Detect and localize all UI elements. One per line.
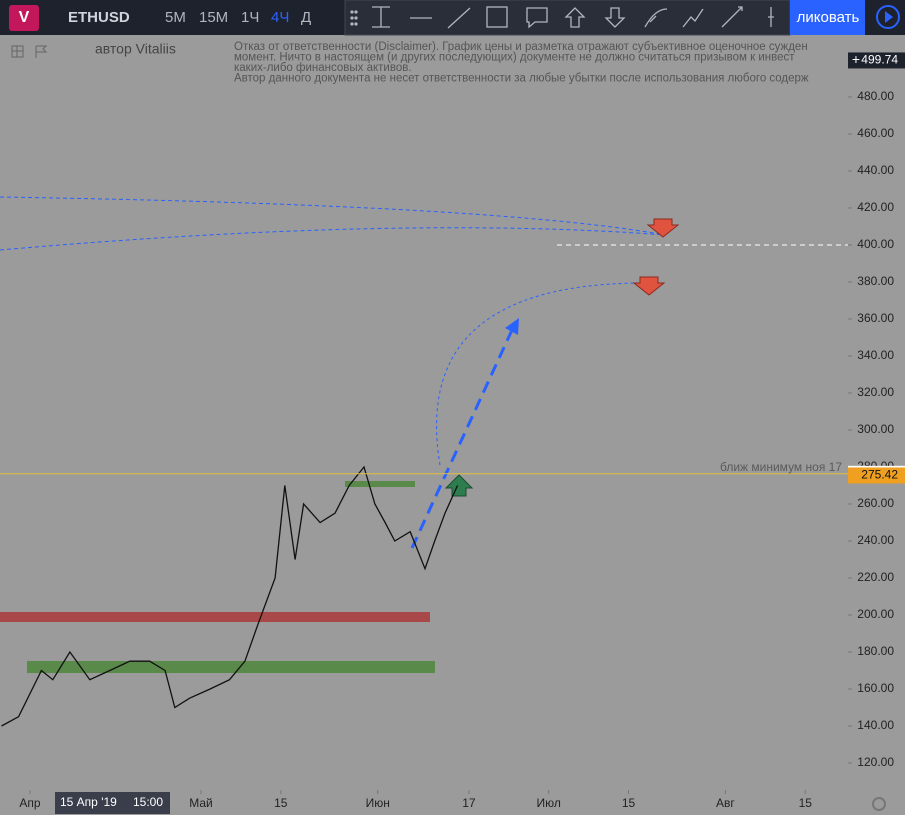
y-tick-label: 260.00 <box>857 496 894 510</box>
y-tick-label: 320.00 <box>857 385 894 399</box>
interval[interactable]: Д <box>301 9 311 26</box>
y-tick-label: 400.00 <box>857 237 894 251</box>
disclaimer-line: Отказ от ответственности (Disclaimer). Г… <box>234 41 808 53</box>
time-label-box <box>55 792 170 814</box>
play-button[interactable] <box>876 5 900 29</box>
y-tick-label: 160.00 <box>857 681 894 695</box>
y-tick-label: 360.00 <box>857 311 894 325</box>
disclaimer-line: Автор данного документа не несет ответст… <box>234 73 809 85</box>
y-tick-label: 440.00 <box>857 163 894 177</box>
plot: 120.00 140.00 160.00 180.00 200.00 220.00 240.… <box>0 51 905 814</box>
x-tick-label: 15 <box>799 796 813 810</box>
x-tick-label: Май <box>189 796 213 810</box>
y-tick-label: 220.00 <box>857 570 894 584</box>
y-tick-label: 200.00 <box>857 607 894 621</box>
projection-curve <box>436 282 641 466</box>
header-icons <box>11 45 48 58</box>
y-tick-label: 420.00 <box>857 200 894 214</box>
y-tick-label: 380.00 <box>857 274 894 288</box>
price-label: 499.74 <box>861 53 898 67</box>
symbol[interactable]: ETHUSD <box>68 9 130 26</box>
tool-icons <box>350 6 774 29</box>
price-label-box <box>848 52 905 69</box>
price-line <box>1 465 459 727</box>
arrow-head <box>505 318 519 335</box>
y-tick-label: 140.00 <box>857 718 894 732</box>
author: автор Vitaliis <box>95 41 176 57</box>
y-tick-label: 300.00 <box>857 422 894 436</box>
time-label-date: 15 Апр '19 <box>60 795 117 809</box>
publish-button[interactable] <box>790 0 865 35</box>
y-tick-label: 120.00 <box>857 755 894 769</box>
resistance-zone <box>0 612 430 622</box>
sell-marker <box>632 276 666 296</box>
disclaimer: Отказ от ответственности (Disclaimer). Г… <box>234 41 809 85</box>
x-tick-label: Авг <box>716 796 735 810</box>
y-tick-label: 480.00 <box>857 89 894 103</box>
price-label: 275.42 <box>861 468 898 482</box>
buy-marker <box>444 474 474 497</box>
y-tick-label: 340.00 <box>857 348 894 362</box>
interval[interactable]: 4Ч <box>271 9 289 26</box>
play-icon <box>885 11 893 23</box>
x-tick-label: 17 <box>462 796 476 810</box>
interval[interactable]: 15М <box>199 9 228 26</box>
x-tick-label: Апр <box>19 796 41 810</box>
range-zone <box>345 481 415 487</box>
sell-marker <box>646 218 680 238</box>
x-tick-label: 15 <box>274 796 288 810</box>
logo-box[interactable] <box>9 5 39 31</box>
x-tick-label: 15 <box>622 796 636 810</box>
settings-icon[interactable] <box>872 797 886 811</box>
x-tick-label: Июл <box>537 796 561 810</box>
price-label-box <box>848 467 905 484</box>
y-tick-label: 240.00 <box>857 533 894 547</box>
note: ближ минимум ноя 17 <box>720 460 842 474</box>
interval[interactable]: 5М <box>165 9 186 26</box>
plus-icon: + <box>852 51 860 67</box>
time-label-hour: 15:00 <box>133 795 163 809</box>
support-zone <box>27 661 435 673</box>
publish-label[interactable]: ликовать <box>797 9 860 26</box>
intervals: 5М 15М 1Ч 4Ч Д <box>165 9 311 26</box>
logo[interactable]: V <box>19 9 30 26</box>
x-tick-label: Июн <box>366 796 390 810</box>
disclaimer-line: каких-либо финансовых активов. <box>234 62 412 74</box>
y-tick-label: 180.00 <box>857 644 894 658</box>
disclaimer-line: момент. Ничто в настоящем (и других посл… <box>234 52 795 64</box>
trend-arrow <box>410 329 514 549</box>
interval[interactable]: 1Ч <box>241 9 259 26</box>
y-tick-label: 460.00 <box>857 126 894 140</box>
projection-curve <box>0 196 666 251</box>
price-axis <box>848 35 905 790</box>
